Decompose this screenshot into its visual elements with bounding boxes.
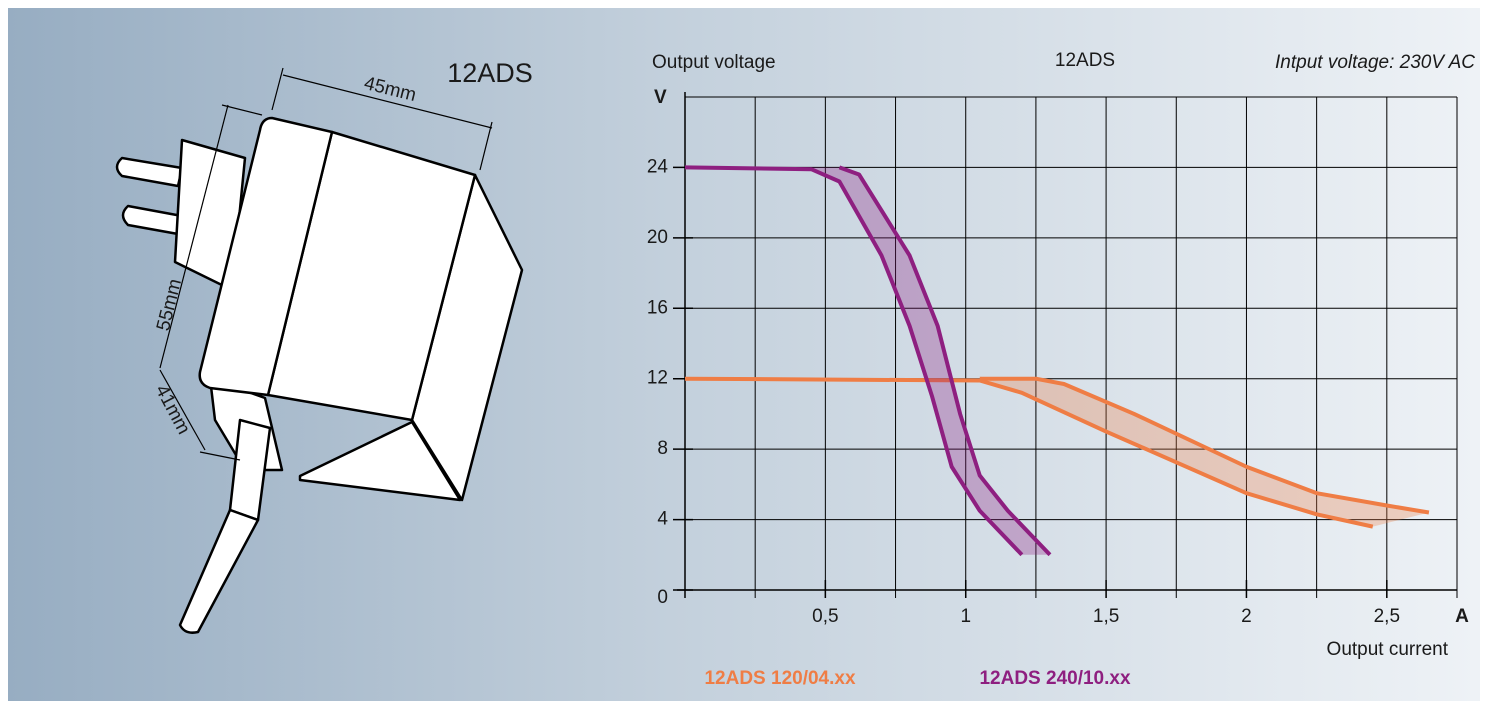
y-tick-label: 8 bbox=[657, 438, 668, 459]
chart-subtitle: Intput voltage: 230V AC bbox=[1275, 52, 1475, 73]
y-tick-label: 20 bbox=[647, 227, 668, 248]
chart-title: 12ADS bbox=[1055, 50, 1115, 71]
y-tick-label: 16 bbox=[647, 297, 668, 318]
y-tick-label: 0 bbox=[657, 587, 668, 608]
x-tick-label: 1 bbox=[960, 606, 971, 627]
x-axis-title: Output current bbox=[1327, 639, 1449, 660]
drawing-label: 12ADS bbox=[447, 58, 533, 88]
legend-entry: 12ADS 120/04.xx bbox=[704, 668, 855, 689]
y-axis-title: Output voltage bbox=[652, 52, 776, 73]
y-tick-label: 24 bbox=[647, 156, 669, 177]
y-axis-unit: V bbox=[654, 87, 667, 108]
y-tick-label: 4 bbox=[657, 509, 668, 530]
y-tick-label: 12 bbox=[647, 368, 668, 389]
x-tick-label: 2,5 bbox=[1374, 606, 1400, 627]
x-tick-label: 2 bbox=[1241, 606, 1252, 627]
x-tick-label: 0,5 bbox=[812, 606, 838, 627]
page: 12ADS 45mm 55mm 41mm Output voltage V 12… bbox=[0, 0, 1488, 709]
legend-entry: 12ADS 240/10.xx bbox=[979, 668, 1130, 689]
x-tick-label: 1,5 bbox=[1093, 606, 1119, 627]
x-axis-unit: A bbox=[1455, 606, 1469, 627]
